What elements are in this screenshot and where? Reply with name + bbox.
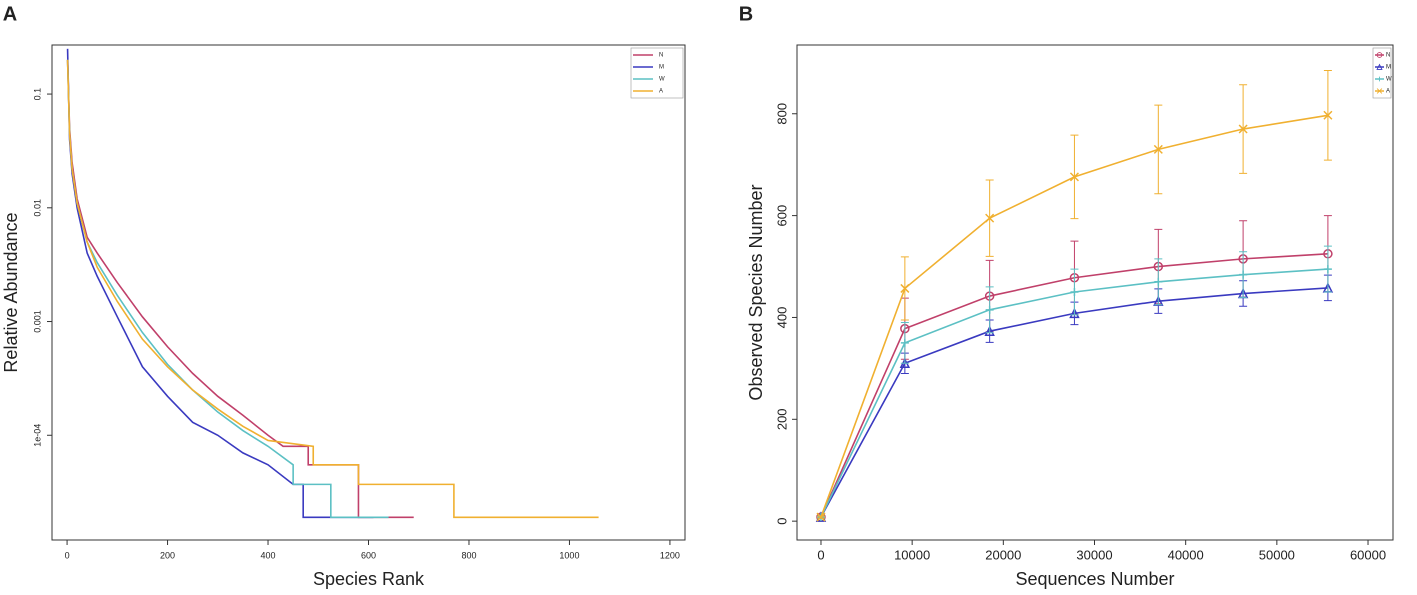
y-tick-label: 0: [774, 518, 789, 525]
x-tick-label: 600: [361, 550, 376, 560]
y-tick-label: 0.001: [32, 310, 42, 333]
x-tick-label: 0: [817, 547, 824, 562]
x-axis-label: Sequences Number: [1015, 569, 1174, 589]
legend-label: A: [1386, 89, 1390, 95]
x-axis-label: Species Rank: [313, 569, 425, 589]
x-tick-label: 200: [160, 550, 175, 560]
x-tick-label: 20000: [985, 547, 1021, 562]
y-tick-label: 0.1: [32, 88, 42, 101]
x-tick-label: 60000: [1350, 547, 1386, 562]
y-tick-label: 0.01: [32, 199, 42, 217]
x-tick-label: 30000: [1076, 547, 1112, 562]
x-tick-label: 1000: [559, 550, 579, 560]
x-tick-label: 40000: [1168, 547, 1204, 562]
x-tick-label: 10000: [894, 547, 930, 562]
marker: [986, 306, 994, 314]
legend-label: W: [1386, 77, 1392, 83]
y-tick-label: 800: [774, 103, 789, 125]
panel-label: A: [3, 3, 17, 25]
x-tick-label: 50000: [1259, 547, 1295, 562]
legend-label: M: [1386, 65, 1391, 71]
marker: [1324, 265, 1332, 273]
panel-label: B: [739, 3, 753, 25]
legend-label: M: [659, 65, 664, 71]
series-line: [68, 60, 414, 517]
marker: [1154, 278, 1162, 286]
legend-label: W: [659, 77, 665, 83]
y-tick-label: 600: [774, 205, 789, 227]
series-line: [68, 60, 389, 517]
y-axis-label: Relative Abundance: [1, 212, 21, 372]
plot-frame: [52, 45, 685, 540]
x-tick-label: 800: [461, 550, 476, 560]
x-tick-label: 400: [261, 550, 276, 560]
legend-label: N: [659, 53, 663, 59]
marker: [1070, 288, 1078, 296]
legend-label: N: [1386, 53, 1390, 59]
x-tick-label: 1200: [660, 550, 680, 560]
series-line: [68, 60, 599, 517]
y-tick-label: 1e-04: [32, 424, 42, 447]
legend-label: A: [659, 89, 663, 95]
marker: [1239, 271, 1247, 279]
y-axis-label: Observed Species Number: [746, 184, 766, 400]
y-tick-label: 400: [774, 307, 789, 329]
y-tick-label: 200: [774, 408, 789, 430]
x-tick-label: 0: [65, 550, 70, 560]
marker: [901, 339, 909, 347]
series-line: [68, 49, 374, 517]
